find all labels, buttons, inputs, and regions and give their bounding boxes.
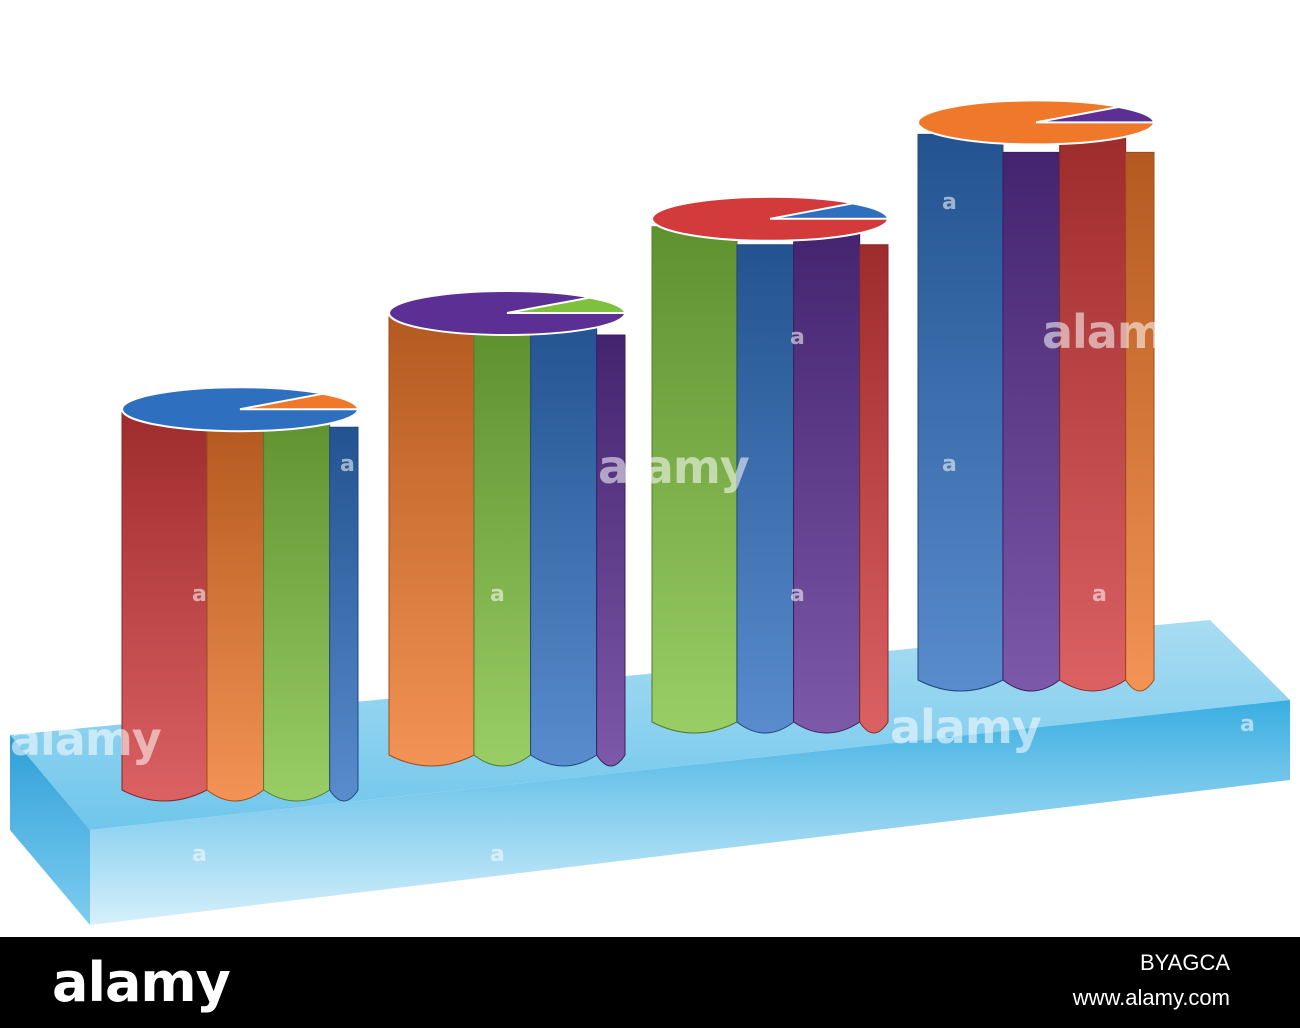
chart-svg (10, 99, 1290, 925)
bar-0-segment-3 (329, 426, 359, 802)
footer-logo: alamy (52, 951, 231, 1014)
bar-0-segment-1 (206, 426, 265, 802)
bar-2-segment-3 (859, 244, 889, 734)
bar-3-top-slice (1035, 105, 1156, 124)
bar-1-segment-3 (596, 334, 626, 767)
footer-site: www.alamy.com (1072, 985, 1230, 1010)
bar-1-segment-2 (530, 316, 598, 767)
bar-3-segment-1 (1002, 151, 1061, 692)
bar-3-segment-3 (1125, 151, 1155, 692)
bar-3-segment-0 (917, 133, 1004, 692)
bar-1-segment-1 (473, 334, 532, 767)
bar-0 (121, 386, 360, 802)
bar-2-segment-0 (651, 226, 738, 734)
base-left-face (10, 735, 90, 925)
bar-1-segment-0 (388, 316, 475, 767)
bar-2 (651, 195, 890, 734)
bar-3-segment-2 (1059, 133, 1127, 692)
bar-2-top-slice (769, 202, 890, 220)
bar-0-segment-0 (121, 408, 208, 802)
bar-3 (917, 99, 1156, 692)
bar-1 (388, 290, 627, 767)
footer-bar: alamy BYAGCA www.alamy.com (0, 937, 1300, 1028)
bar-2-segment-1 (736, 244, 795, 734)
bar-2-segment-2 (793, 226, 861, 734)
chart-area: alamy alamy alamy alamy alamy a a a a a … (10, 99, 1290, 925)
bar-1-top-slice (506, 296, 627, 314)
base-front-face (90, 700, 1290, 925)
footer-image-id: BYAGCA (1139, 950, 1230, 975)
bar-0-top-slice (239, 392, 360, 411)
bar-0-segment-2 (263, 408, 331, 802)
